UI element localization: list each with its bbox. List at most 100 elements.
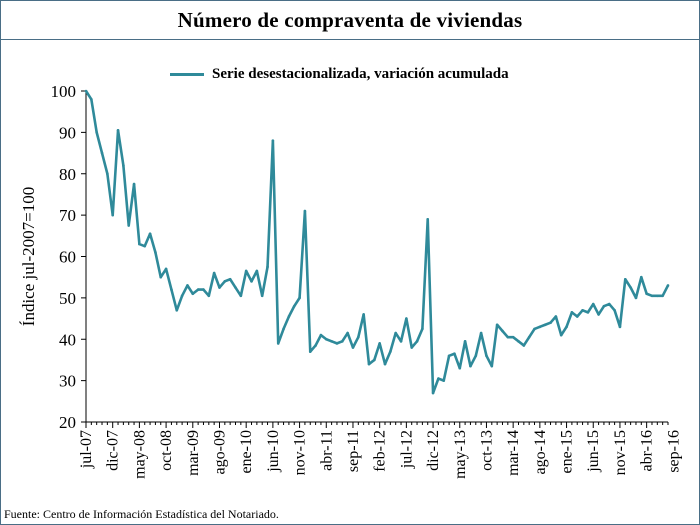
data-point	[453, 352, 456, 356]
data-point	[565, 325, 568, 329]
data-point	[383, 362, 387, 366]
data-point	[95, 131, 98, 134]
x-tick-label: oct-08	[158, 430, 175, 471]
data-point	[474, 354, 478, 358]
data-point	[591, 302, 595, 306]
data-point	[442, 379, 446, 382]
x-tick-label: mar-14	[505, 430, 522, 476]
data-point	[202, 288, 205, 291]
data-point	[159, 275, 163, 279]
legend: Serie desestacionalizada, variación acum…	[170, 66, 509, 83]
data-point	[554, 315, 558, 318]
y-tick-label: 90	[59, 123, 76, 142]
data-point	[490, 364, 494, 368]
data-point	[656, 294, 659, 298]
data-point	[298, 296, 301, 300]
data-point	[661, 294, 664, 298]
data-point	[218, 286, 221, 289]
data-point	[239, 294, 243, 298]
data-point	[260, 294, 264, 298]
data-point	[116, 129, 120, 132]
y-axis-label: Índice jul-2007=100	[19, 187, 38, 326]
data-point	[607, 302, 611, 306]
data-point	[143, 244, 147, 248]
x-tick-label: nov-10	[292, 430, 309, 475]
data-point	[586, 311, 590, 314]
legend-label: Serie desestacionalizada, variación acum…	[212, 66, 509, 82]
data-point	[228, 277, 232, 281]
data-point	[175, 308, 179, 312]
data-point	[164, 267, 168, 271]
data-point	[122, 164, 125, 167]
x-tick-label: dic-12	[425, 430, 442, 471]
x-tick-label: mar-09	[185, 430, 202, 476]
data-point	[346, 331, 349, 335]
data-point	[351, 346, 355, 349]
data-point	[250, 280, 253, 283]
x-axis-ticks: jul-07 dic-07 may-08 oct-08 mar-09 ago-09 ene-…	[78, 422, 682, 479]
data-point	[223, 280, 227, 283]
data-point	[640, 275, 643, 279]
data-point	[324, 337, 328, 341]
data-point	[575, 315, 579, 318]
y-tick-label: 20	[59, 413, 76, 432]
x-tick-label: ago-09	[211, 430, 228, 474]
data-point	[266, 265, 269, 269]
x-tick-label: abr-16	[639, 430, 656, 471]
data-point	[292, 304, 296, 308]
data-point	[148, 232, 152, 236]
data-point	[367, 362, 371, 366]
data-point	[106, 172, 109, 176]
data-point	[570, 311, 574, 314]
data-point	[399, 340, 403, 343]
data-point	[244, 269, 248, 273]
data-point	[421, 327, 424, 331]
x-tick-label: may-08	[131, 430, 148, 479]
data-point	[394, 331, 397, 335]
x-tick-label: abr-11	[318, 430, 335, 471]
axes	[85, 91, 668, 423]
data-point	[378, 342, 381, 345]
data-point	[501, 329, 504, 333]
data-point	[90, 97, 93, 101]
x-tick-label: ago-14	[532, 430, 549, 474]
data-point	[517, 340, 520, 343]
data-point	[186, 284, 189, 287]
data-point	[287, 315, 291, 318]
x-tick-label: may-13	[452, 430, 469, 479]
y-tick-label: 100	[51, 82, 77, 101]
data-point	[357, 335, 360, 339]
data-point	[362, 313, 365, 316]
data-point	[389, 350, 392, 353]
y-tick-label: 40	[59, 330, 76, 349]
data-point	[618, 325, 622, 329]
legend-swatch	[170, 73, 204, 76]
data-point	[495, 323, 499, 327]
data-point	[191, 292, 195, 296]
x-tick-label: nov-15	[612, 430, 629, 475]
x-tick-label: jul-07	[78, 430, 95, 469]
data-point	[447, 354, 451, 358]
data-point	[319, 333, 323, 337]
x-tick-label: jul-12	[398, 430, 415, 469]
data-point	[645, 292, 648, 296]
x-tick-label: jun-15	[585, 430, 602, 473]
data-point	[431, 391, 435, 395]
data-point	[234, 286, 237, 289]
data-point	[559, 333, 563, 337]
data-point	[271, 139, 275, 142]
data-point	[410, 346, 414, 349]
data-point	[282, 327, 285, 331]
x-tick-label: sep-11	[345, 430, 362, 472]
data-point	[303, 209, 307, 213]
data-point	[207, 294, 211, 298]
data-point	[415, 340, 419, 343]
data-point	[581, 308, 584, 312]
data-point	[84, 89, 88, 93]
data-point	[335, 342, 339, 345]
data-point	[314, 344, 317, 347]
data-point	[666, 284, 670, 287]
y-tick-label: 50	[59, 289, 76, 308]
data-point	[634, 296, 638, 300]
data-point	[522, 344, 526, 347]
